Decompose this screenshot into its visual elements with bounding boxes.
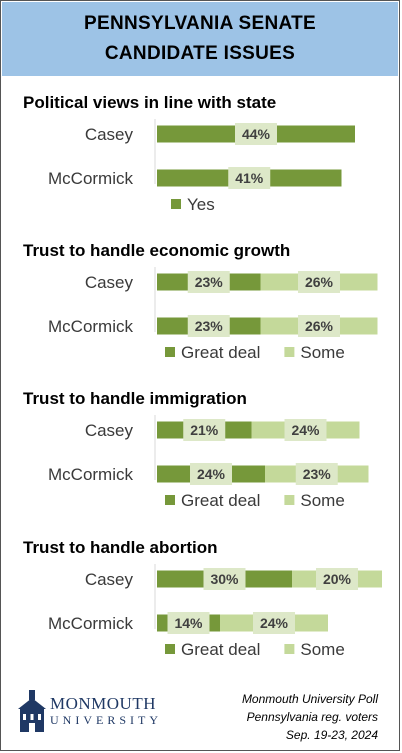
data-label-box-mccormick-yes [228, 167, 271, 189]
data-label-box-mccormick-some [295, 463, 338, 485]
legend-label-great-deal: Great deal [181, 343, 260, 362]
legend-label-some: Some [300, 343, 344, 362]
brand-name: MONMOUTH [50, 694, 156, 713]
category-label-casey: Casey [85, 421, 134, 440]
chart-title-line-2: CANDIDATE ISSUES [104, 43, 296, 64]
legend-swatch-yes [171, 199, 181, 209]
data-label-casey-great-deal: 23% [195, 274, 224, 290]
source-population: Pennsylvania reg. voters [246, 710, 378, 724]
chart-title-3: Trust to handle immigration [23, 389, 247, 408]
category-label-mccormick: McCormick [48, 465, 133, 484]
data-label-mccormick-great-deal: 23% [195, 318, 224, 334]
data-label-casey-some: 24% [291, 422, 320, 438]
category-label-mccormick: McCormick [48, 317, 133, 336]
legend-swatch-some [284, 347, 295, 357]
brand-subtitle: UNIVERSITY [50, 713, 162, 727]
category-label-casey: Casey [85, 125, 134, 144]
data-label-mccormick-some: 24% [260, 615, 289, 631]
chart-title-4: Trust to handle abortion [23, 538, 218, 557]
category-label-mccormick: McCormick [48, 169, 133, 188]
data-label-casey-great-deal: 21% [190, 422, 219, 438]
data-label-mccormick-great-deal: 24% [197, 466, 226, 482]
category-label-casey: Casey [85, 570, 134, 589]
legend-label-some: Some [300, 640, 344, 659]
data-label-box-mccormick-great-deal [190, 463, 232, 485]
legend-swatch-some [284, 495, 295, 505]
data-label-casey-some: 26% [305, 274, 334, 290]
data-label-casey-great-deal: 30% [210, 571, 239, 587]
data-label-box-casey-great-deal [203, 568, 246, 590]
legend-label-some: Some [300, 491, 344, 510]
legend-label-yes: Yes [187, 195, 215, 214]
chart-title-2: Trust to handle economic growth [23, 241, 290, 260]
data-label-box-mccormick-some [253, 612, 295, 634]
legend-label-great-deal: Great deal [181, 640, 260, 659]
title-banner: PENNSYLVANIA SENATE CANDIDATE ISSUES [2, 2, 398, 76]
category-label-mccormick: McCormick [48, 614, 133, 633]
legend-swatch-great-deal [165, 495, 175, 505]
data-label-box-mccormick-great-deal [167, 612, 210, 634]
legend-swatch-great-deal [165, 644, 175, 654]
legend-swatch-some [284, 644, 295, 654]
issue-charts: Political views in line with state Casey 4… [23, 93, 382, 659]
legend-swatch-great-deal [165, 347, 175, 357]
data-label-casey-yes: 44% [242, 126, 271, 142]
data-label-box-casey-some [284, 419, 327, 441]
category-label-casey: Casey [85, 273, 134, 292]
source-dates: Sep. 19-23, 2024 [285, 728, 378, 742]
chart-title-line-1: PENNSYLVANIA SENATE [84, 13, 316, 34]
data-label-box-casey-yes [235, 123, 277, 145]
data-label-mccormick-yes: 41% [235, 170, 264, 186]
chart-title-1: Political views in line with state [23, 93, 276, 112]
university-building-icon [18, 690, 46, 732]
data-label-box-mccormick-great-deal [187, 315, 230, 337]
data-label-box-casey-some [316, 568, 358, 590]
data-label-mccormick-great-deal: 14% [174, 615, 203, 631]
source-poll: Monmouth University Poll [241, 692, 378, 706]
data-label-box-casey-some [298, 271, 340, 293]
data-label-box-mccormick-some [298, 315, 340, 337]
data-label-box-casey-great-deal [187, 271, 230, 293]
data-label-box-casey-great-deal [183, 419, 226, 441]
data-label-casey-some: 20% [323, 571, 352, 587]
legend-label-great-deal: Great deal [181, 491, 260, 510]
data-label-mccormick-some: 26% [305, 318, 334, 334]
data-label-mccormick-some: 23% [303, 466, 332, 482]
